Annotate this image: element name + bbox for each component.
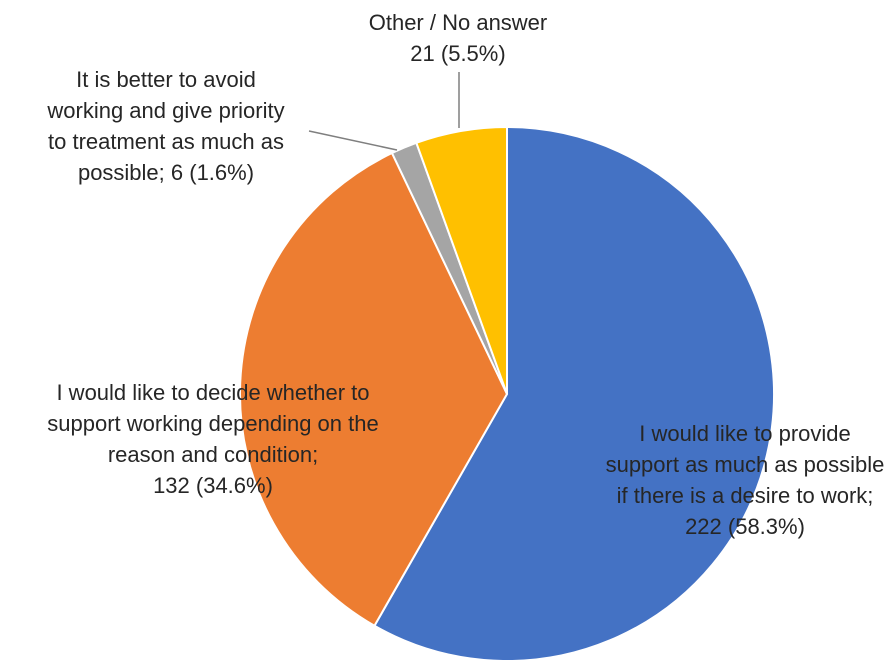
- data-labels: I would like to provide support as much a…: [46, 10, 884, 539]
- data-label-line: I would like to decide whether to: [56, 380, 369, 405]
- data-label-line: working and give priority: [46, 98, 284, 123]
- data-label-line: to treatment as much as: [48, 129, 284, 154]
- data-label-line: It is better to avoid: [76, 67, 256, 92]
- slice-decide-by-condition: [239, 151, 509, 628]
- data-label-line: I would like to provide: [639, 421, 851, 446]
- pie-slices: [239, 125, 775, 660]
- data-label-line: if there is a desire to work;: [617, 483, 874, 508]
- data-label-line: 222 (58.3%): [685, 514, 805, 539]
- data-label-line: reason and condition;: [108, 442, 318, 467]
- slice-other-no-answer: [415, 125, 508, 395]
- slice-support-if-desire: [373, 125, 775, 660]
- label-avoid-working: It is better to avoid working and give pr…: [46, 67, 284, 185]
- data-label-line: 21 (5.5%): [410, 41, 505, 66]
- data-label-line: support as much as possible: [606, 452, 885, 477]
- label-decide-by-condition: I would like to decide whether to support…: [47, 380, 378, 498]
- label-support-if-desire: I would like to provide support as much a…: [606, 421, 885, 539]
- data-label-line: 132 (34.6%): [153, 473, 273, 498]
- leader-line: [308, 130, 398, 151]
- leader-lines: [308, 72, 460, 151]
- data-label-line: support working depending on the: [47, 411, 378, 436]
- data-label-line: possible; 6 (1.6%): [78, 160, 254, 185]
- data-label-line: Other / No answer: [369, 10, 548, 35]
- label-other-no-answer: Other / No answer 21 (5.5%): [369, 10, 548, 66]
